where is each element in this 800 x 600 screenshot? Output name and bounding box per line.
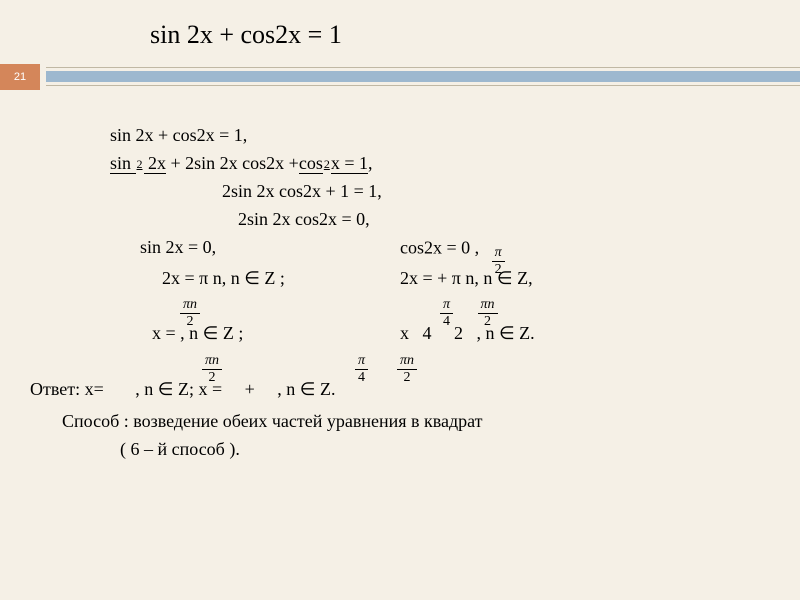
step7-frac-left-holder: πn 2 [186,298,416,320]
step7-frac-right-holder: π 4 πn 2 [416,298,462,320]
step-line-5: sin 2x = 0, cos2x = 0 , π 2 [110,234,760,265]
ans-frac1-num: πn [202,354,222,370]
step7-frac2-num: π [440,298,453,314]
step1-text: sin 2x + cos2x = 1, [110,125,247,145]
step7-frac1-den: 2 [180,314,200,329]
title-text: sin 2x + cos2x = 1 [150,20,342,49]
step2-2x: 2x [144,153,167,174]
step7-frac3-den: 2 [478,314,498,329]
page-number-badge: 21 [0,64,40,90]
accent-bar: 21 [0,64,800,90]
step2-sin: sin [110,153,136,174]
step-line-2: sin 2 2x + 2sin 2x cos2x +cos2x = 1, [110,150,760,178]
answer-frac-row: πn 2 π 4 πn 2 [110,354,760,376]
step2-mid: + 2sin 2x cos2x + [166,153,299,173]
ans-frac3-den: 2 [397,370,417,385]
accent-bottom-line [46,85,800,86]
step2-cos: cos [299,153,323,174]
step-line-6: 2x = π n, n ∈ Z ; 2x = + π n, n ∈ Z, [110,265,760,293]
accent-bar-lines [46,64,800,90]
ans-mid: , n ∈ Z; x = [135,379,226,399]
step-line-4: 2sin 2x cos2x = 0, [110,206,760,234]
step2-x: x [331,153,345,174]
step5-right: cos2x = 0 , π 2 [400,234,501,265]
method-line-2: ( 6 – й способ ). [10,436,760,464]
step6-right: 2x = + π n, n ∈ Z, [400,265,533,293]
ans-frac3-num: πn [397,354,417,370]
step5b-frac-num: π [492,246,505,262]
answer-line: Ответ: x= , n ∈ Z; x = + , n ∈ Z. [30,376,760,404]
step7-frac1-num: πn [180,298,200,314]
step7-frac3-num: πn [478,298,498,314]
step7-frac3: πn 2 [478,298,498,329]
step6b-text: 2x = + π n, n ∈ Z, [400,268,533,288]
step5-left: sin 2x = 0, [140,234,400,265]
step-line-7: x = , n ∈ Z ; x 4 2 , n ∈ Z. [110,320,760,348]
step7b-x: x [400,323,409,343]
method2-text: ( 6 – й способ ). [120,439,240,459]
ans-frac2-num: π [355,354,368,370]
ans-frac2-den: 4 [355,370,368,385]
step7-frac1: πn 2 [180,298,200,329]
page-number: 21 [14,71,26,83]
solution-body: sin 2x + cos2x = 1, sin 2 2x + 2sin 2x c… [0,90,800,464]
step3-text: 2sin 2x cos2x + 1 = 1, [222,181,382,201]
step5a-text: sin 2x = 0, [140,237,216,257]
method-line-1: Способ : возведение обеих частей уравнен… [10,408,760,436]
step2-comma: , [368,153,373,173]
step5b-frac: π 2 [492,246,505,277]
step7b-2: 2 [454,323,463,343]
step6a-text: 2x = π n, n ∈ Z ; [162,268,285,288]
ans-frac2: π 4 [355,354,368,385]
step-line-7-fracs: πn 2 π 4 πn 2 [110,298,760,320]
ans-label: Ответ: x= [30,379,104,399]
step2-eq: = 1 [344,153,368,174]
ans-frac3: πn 2 [397,354,417,385]
step7-frac2-den: 4 [440,314,453,329]
step6-left: 2x = π n, n ∈ Z ; [162,265,400,293]
step5b-text: cos2x = 0 , [400,237,479,257]
equation-title: sin 2x + cos2x = 1 [0,0,800,64]
ans-plus: + [245,379,260,399]
step7-frac2: π 4 [440,298,453,329]
method1-text: Способ : возведение обеих частей уравнен… [62,411,483,431]
step-line-3: 2sin 2x cos2x + 1 = 1, [110,178,760,206]
step2-sup1: 2 [136,157,144,171]
step7b-4: 4 [423,323,432,343]
accent-top-line [46,67,800,68]
ans-end: , n ∈ Z. [277,379,335,399]
step4-text: 2sin 2x cos2x = 0, [238,209,370,229]
step2-sup2: 2 [323,157,331,171]
step7-right: x 4 2 , n ∈ Z. [400,320,535,348]
accent-blue-strip [46,71,800,82]
step5b-frac-den: 2 [492,262,505,277]
step-line-1: sin 2x + cos2x = 1, [110,122,760,150]
